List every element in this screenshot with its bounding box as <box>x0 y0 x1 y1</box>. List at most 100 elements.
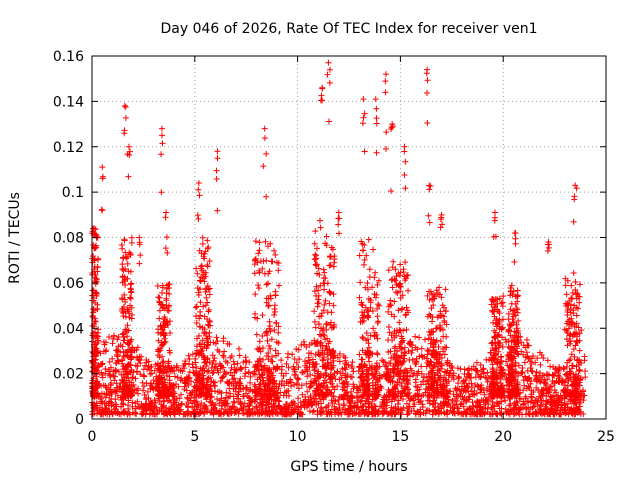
data-point <box>392 277 399 284</box>
data-point <box>266 318 273 325</box>
data-point <box>402 275 409 282</box>
data-point <box>293 346 300 353</box>
data-point <box>515 351 522 358</box>
data-point <box>111 332 118 339</box>
data-point <box>121 291 128 298</box>
data-point <box>284 406 291 413</box>
data-point <box>184 380 191 387</box>
data-point <box>332 406 339 413</box>
data-point <box>511 230 518 237</box>
data-point <box>221 368 228 375</box>
data-point <box>312 261 319 268</box>
data-point <box>391 328 398 335</box>
data-point <box>455 373 462 380</box>
data-point <box>297 410 304 417</box>
data-point <box>203 345 210 352</box>
data-point <box>433 359 440 366</box>
data-point <box>342 360 349 367</box>
data-point <box>125 405 132 412</box>
data-point <box>387 187 394 194</box>
data-point <box>235 345 242 352</box>
data-point <box>196 192 203 199</box>
data-point <box>198 400 205 407</box>
data-point <box>268 336 275 343</box>
data-point <box>400 388 407 395</box>
data-point <box>251 398 258 405</box>
data-point <box>281 389 288 396</box>
data-point <box>534 410 541 417</box>
data-point <box>511 259 518 266</box>
data-point <box>371 373 378 380</box>
data-point <box>569 362 576 369</box>
data-point <box>209 352 216 359</box>
data-point <box>326 289 333 296</box>
data-point <box>345 361 352 368</box>
data-point <box>330 302 337 309</box>
data-point <box>430 344 437 351</box>
data-point <box>197 365 204 372</box>
data-point <box>359 409 366 416</box>
data-point <box>439 302 446 309</box>
data-point <box>144 388 151 395</box>
data-point <box>342 372 349 379</box>
data-point <box>120 363 127 370</box>
data-point <box>518 348 525 355</box>
data-point <box>525 355 532 362</box>
data-point <box>323 321 330 328</box>
data-point <box>407 365 414 372</box>
data-point <box>568 365 575 372</box>
data-point <box>508 370 515 377</box>
data-point <box>204 376 211 383</box>
data-point <box>161 316 168 323</box>
data-point <box>468 384 475 391</box>
data-point <box>473 367 480 374</box>
data-point <box>159 132 166 139</box>
data-point <box>444 393 451 400</box>
data-point <box>328 397 335 404</box>
data-point <box>197 340 204 347</box>
data-point <box>312 251 319 258</box>
data-point <box>380 408 387 415</box>
data-point <box>330 347 337 354</box>
data-point <box>196 332 203 339</box>
data-point <box>391 366 398 373</box>
data-point <box>401 148 408 155</box>
data-point <box>311 240 318 247</box>
data-point <box>401 350 408 357</box>
data-point <box>508 338 515 345</box>
data-point <box>331 323 338 330</box>
data-point <box>567 340 574 347</box>
data-point <box>328 380 335 387</box>
data-point <box>504 407 511 414</box>
data-point <box>314 245 321 252</box>
data-point <box>120 309 127 316</box>
data-point <box>397 288 404 295</box>
data-point <box>393 289 400 296</box>
data-point <box>544 357 551 364</box>
data-point <box>560 364 567 371</box>
data-point <box>415 368 422 375</box>
data-point <box>219 374 226 381</box>
data-point <box>363 329 370 336</box>
data-point <box>341 387 348 394</box>
data-point <box>300 338 307 345</box>
data-point <box>99 406 106 413</box>
data-point <box>230 358 237 365</box>
data-point <box>349 364 356 371</box>
data-point <box>206 258 213 265</box>
data-point <box>571 353 578 360</box>
data-point <box>157 331 164 338</box>
data-point <box>330 362 337 369</box>
data-point <box>320 307 327 314</box>
data-point <box>263 257 270 264</box>
data-point <box>382 78 389 85</box>
data-point <box>563 291 570 298</box>
data-point <box>278 357 285 364</box>
data-point <box>373 331 380 338</box>
data-point <box>562 275 569 282</box>
data-point <box>137 252 144 259</box>
data-point <box>543 397 550 404</box>
data-point <box>309 409 316 416</box>
data-point <box>163 234 170 241</box>
